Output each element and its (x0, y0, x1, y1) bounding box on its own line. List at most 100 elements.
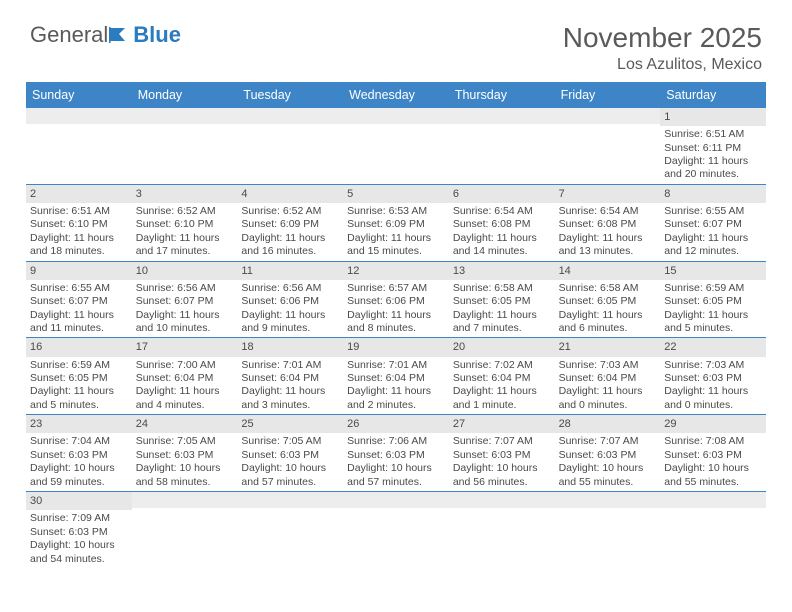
day-line: Sunrise: 7:07 AM (453, 435, 551, 448)
day-line: Daylight: 11 hours (136, 385, 234, 398)
page-title: November 2025 (563, 22, 762, 54)
calendar-cell-empty (343, 492, 449, 568)
day-line: Daylight: 10 hours (347, 462, 445, 475)
day-header: Monday (132, 82, 238, 108)
day-line: Sunset: 6:10 PM (136, 218, 234, 231)
day-body: Sunrise: 6:51 AMSunset: 6:11 PMDaylight:… (660, 126, 766, 184)
day-line: Sunrise: 7:03 AM (559, 359, 657, 372)
day-number: 6 (449, 185, 555, 203)
day-line: Sunset: 6:05 PM (453, 295, 551, 308)
day-line: Sunset: 6:07 PM (30, 295, 128, 308)
day-line: Sunset: 6:06 PM (347, 295, 445, 308)
calendar-cell: 29Sunrise: 7:08 AMSunset: 6:03 PMDayligh… (660, 415, 766, 491)
day-number: 13 (449, 262, 555, 280)
day-line: and 57 minutes. (347, 476, 445, 489)
day-line: and 59 minutes. (30, 476, 128, 489)
day-line: and 2 minutes. (347, 399, 445, 412)
calendar-cell: 4Sunrise: 6:52 AMSunset: 6:09 PMDaylight… (237, 185, 343, 261)
day-line: Sunrise: 7:08 AM (664, 435, 762, 448)
calendar-cell-empty (237, 108, 343, 184)
day-number: 28 (555, 415, 661, 433)
calendar-cell: 2Sunrise: 6:51 AMSunset: 6:10 PMDaylight… (26, 185, 132, 261)
brand-logo: General Blue (30, 22, 181, 48)
day-number: 22 (660, 338, 766, 356)
day-line: Sunrise: 6:53 AM (347, 205, 445, 218)
day-line: Sunset: 6:04 PM (453, 372, 551, 385)
calendar-cell: 13Sunrise: 6:58 AMSunset: 6:05 PMDayligh… (449, 262, 555, 338)
day-line: Sunset: 6:03 PM (30, 526, 128, 539)
day-line: Sunset: 6:04 PM (241, 372, 339, 385)
day-line: and 56 minutes. (453, 476, 551, 489)
day-line: Daylight: 11 hours (664, 232, 762, 245)
day-line: Daylight: 10 hours (453, 462, 551, 475)
day-body: Sunrise: 7:00 AMSunset: 6:04 PMDaylight:… (132, 357, 238, 415)
calendar-cell: 1Sunrise: 6:51 AMSunset: 6:11 PMDaylight… (660, 108, 766, 184)
day-line: Sunrise: 6:57 AM (347, 282, 445, 295)
calendar-cell: 5Sunrise: 6:53 AMSunset: 6:09 PMDaylight… (343, 185, 449, 261)
day-number: 15 (660, 262, 766, 280)
day-line: Daylight: 11 hours (453, 309, 551, 322)
day-number: 24 (132, 415, 238, 433)
day-header-row: Sunday Monday Tuesday Wednesday Thursday… (26, 82, 766, 108)
day-line: Sunrise: 7:05 AM (241, 435, 339, 448)
calendar-cell-empty (449, 492, 555, 568)
day-line: Daylight: 11 hours (30, 385, 128, 398)
day-number (449, 108, 555, 124)
day-line: Sunset: 6:03 PM (559, 449, 657, 462)
day-line: Sunset: 6:04 PM (559, 372, 657, 385)
day-body: Sunrise: 7:05 AMSunset: 6:03 PMDaylight:… (132, 433, 238, 491)
calendar-cell: 12Sunrise: 6:57 AMSunset: 6:06 PMDayligh… (343, 262, 449, 338)
day-line: Sunset: 6:06 PM (241, 295, 339, 308)
calendar-cell: 16Sunrise: 6:59 AMSunset: 6:05 PMDayligh… (26, 338, 132, 414)
day-line: Sunrise: 7:01 AM (347, 359, 445, 372)
day-body: Sunrise: 7:03 AMSunset: 6:03 PMDaylight:… (660, 357, 766, 415)
day-line: Daylight: 11 hours (559, 309, 657, 322)
day-line: and 58 minutes. (136, 476, 234, 489)
day-line: Sunrise: 6:54 AM (559, 205, 657, 218)
day-number (237, 492, 343, 508)
day-line: Sunrise: 7:02 AM (453, 359, 551, 372)
day-body: Sunrise: 7:01 AMSunset: 6:04 PMDaylight:… (237, 357, 343, 415)
day-header: Tuesday (237, 82, 343, 108)
day-line: and 14 minutes. (453, 245, 551, 258)
day-body: Sunrise: 6:54 AMSunset: 6:08 PMDaylight:… (449, 203, 555, 261)
calendar-cell: 27Sunrise: 7:07 AMSunset: 6:03 PMDayligh… (449, 415, 555, 491)
day-body: Sunrise: 6:52 AMSunset: 6:10 PMDaylight:… (132, 203, 238, 261)
day-number: 27 (449, 415, 555, 433)
day-line: and 0 minutes. (559, 399, 657, 412)
day-line: Sunset: 6:03 PM (664, 372, 762, 385)
day-line: and 9 minutes. (241, 322, 339, 335)
day-line: Sunset: 6:03 PM (241, 449, 339, 462)
calendar-cell: 3Sunrise: 6:52 AMSunset: 6:10 PMDaylight… (132, 185, 238, 261)
day-line: Sunrise: 7:01 AM (241, 359, 339, 372)
day-line: Sunrise: 7:09 AM (30, 512, 128, 525)
day-line: and 7 minutes. (453, 322, 551, 335)
day-line: Sunrise: 6:59 AM (30, 359, 128, 372)
week-row: 2Sunrise: 6:51 AMSunset: 6:10 PMDaylight… (26, 185, 766, 262)
day-line: and 4 minutes. (136, 399, 234, 412)
day-line: Sunset: 6:07 PM (664, 218, 762, 231)
day-line: Daylight: 11 hours (559, 385, 657, 398)
day-line: Daylight: 11 hours (347, 232, 445, 245)
calendar-cell: 8Sunrise: 6:55 AMSunset: 6:07 PMDaylight… (660, 185, 766, 261)
day-line: Sunset: 6:08 PM (453, 218, 551, 231)
calendar-cell: 9Sunrise: 6:55 AMSunset: 6:07 PMDaylight… (26, 262, 132, 338)
day-line: Daylight: 11 hours (241, 309, 339, 322)
day-body: Sunrise: 6:55 AMSunset: 6:07 PMDaylight:… (660, 203, 766, 261)
day-body: Sunrise: 6:55 AMSunset: 6:07 PMDaylight:… (26, 280, 132, 338)
day-number: 19 (343, 338, 449, 356)
day-number: 8 (660, 185, 766, 203)
calendar-cell: 19Sunrise: 7:01 AMSunset: 6:04 PMDayligh… (343, 338, 449, 414)
day-line: and 13 minutes. (559, 245, 657, 258)
calendar-cell-empty (660, 492, 766, 568)
day-line: and 6 minutes. (559, 322, 657, 335)
day-line: Sunrise: 6:54 AM (453, 205, 551, 218)
day-body: Sunrise: 6:58 AMSunset: 6:05 PMDaylight:… (449, 280, 555, 338)
calendar-cell: 11Sunrise: 6:56 AMSunset: 6:06 PMDayligh… (237, 262, 343, 338)
day-line: and 55 minutes. (664, 476, 762, 489)
day-body: Sunrise: 6:58 AMSunset: 6:05 PMDaylight:… (555, 280, 661, 338)
calendar-cell: 14Sunrise: 6:58 AMSunset: 6:05 PMDayligh… (555, 262, 661, 338)
calendar-cell: 21Sunrise: 7:03 AMSunset: 6:04 PMDayligh… (555, 338, 661, 414)
day-body: Sunrise: 6:54 AMSunset: 6:08 PMDaylight:… (555, 203, 661, 261)
calendar-cell: 17Sunrise: 7:00 AMSunset: 6:04 PMDayligh… (132, 338, 238, 414)
